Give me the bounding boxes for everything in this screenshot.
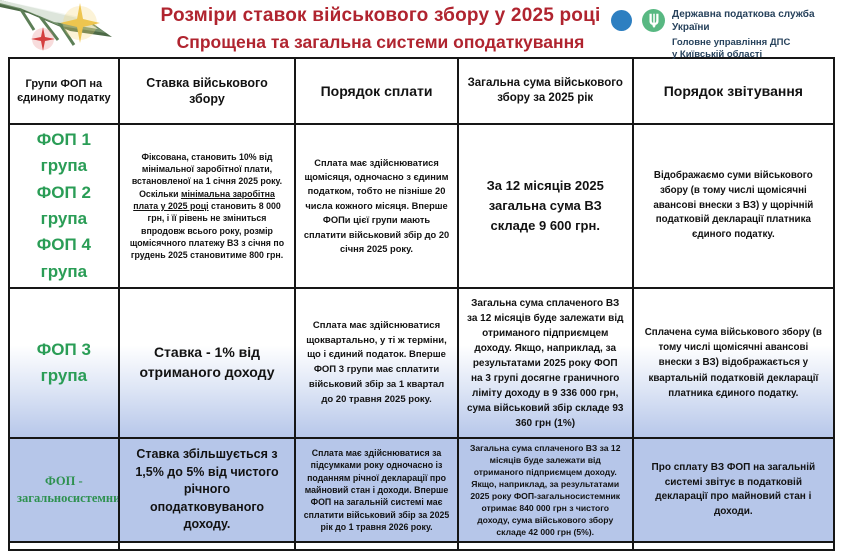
column-header-total: Загальна сума військового збору за 2025 … xyxy=(456,57,634,125)
reporting-cell: Про сплату ВЗ ФОП на загальній системі з… xyxy=(631,437,836,544)
total-cell: Загальна сума сплаченого ВЗ за 12 місяці… xyxy=(456,287,634,440)
org-unit-line1: Головне управління ДПС xyxy=(672,37,791,48)
christmas-branch-decoration xyxy=(0,0,112,51)
logo-blue-circle xyxy=(611,10,632,31)
tax-service-logo: Державна податкова служба України Головн… xyxy=(609,7,837,62)
logo-text: Державна податкова служба України Головн… xyxy=(672,7,837,62)
red-star-icon xyxy=(31,27,55,51)
tryzub-icon xyxy=(649,13,658,28)
column-header-rate: Ставка військового збору xyxy=(117,57,297,125)
table-header-row: Групи ФОП на єдиному податку Ставка війс… xyxy=(8,57,836,125)
group-label: ФОП 3 група xyxy=(36,339,91,386)
reporting-cell: Сплачена сума військового збору (в тому … xyxy=(631,287,836,440)
total-cell: Загальна сума сплаченого ВЗ за 12 місяці… xyxy=(456,437,634,544)
page-title-line2: Спрощена та загальна системи оподаткуван… xyxy=(176,32,585,52)
group-cell: ФОП - загальносистемник xyxy=(8,437,120,544)
rate-cell: Ставка - 1% від отриманого доходу xyxy=(117,287,297,440)
group-label: ФОП 1 група xyxy=(36,130,91,176)
payment-cell: Сплата має здійснюватися щоквартально, у… xyxy=(294,287,459,440)
reporting-cell: Відображаємо суми військового збору (в т… xyxy=(631,122,836,290)
table-row-fop-general-system: ФОП - загальносистемник Ставка збільшуєт… xyxy=(8,437,836,544)
logo-green-circle xyxy=(642,9,665,32)
table-bottom-strip xyxy=(8,541,836,551)
rate-cell: Ставка збільшується з 1,5% до 5% від чис… xyxy=(117,437,297,544)
page-header: Розміри ставок військового збору у 2025 … xyxy=(0,0,843,60)
org-name: Державна податкова служба України xyxy=(672,9,815,33)
gold-star-icon xyxy=(60,3,100,43)
logo-circles xyxy=(609,7,665,39)
military-tax-table: Групи ФОП на єдиному податку Ставка війс… xyxy=(8,57,836,551)
group-label: ФОП 4 група xyxy=(36,235,91,281)
page-title-line1: Розміри ставок військового збору у 2025 … xyxy=(160,5,601,26)
column-header-reporting: Порядок звітування xyxy=(631,57,836,125)
org-unit-line2: у Київській області xyxy=(672,49,763,61)
total-cell: За 12 місяців 2025 загальна сума ВЗ скла… xyxy=(456,122,634,290)
group-label: загальносистемник xyxy=(17,491,119,506)
min-wage-2025-link[interactable]: мінімальна заробітна плата у 2025 році xyxy=(133,188,275,211)
group-cell: ФОП 3 група xyxy=(8,287,120,440)
table-row-fop-groups-1-2-4: ФОП 1 група ФОП 2 група ФОП 4 група Фікс… xyxy=(8,122,836,290)
group-label: ФОП - xyxy=(45,473,83,488)
group-cell: ФОП 1 група ФОП 2 група ФОП 4 група xyxy=(8,122,120,290)
payment-cell: Сплата має здійснюватися за підсумками р… xyxy=(294,437,459,544)
column-header-payment: Порядок сплати xyxy=(294,57,459,125)
payment-cell: Сплата має здійснюватися щомісяця, одноч… xyxy=(294,122,459,290)
table-row-fop-group-3: ФОП 3 група Ставка - 1% від отриманого д… xyxy=(8,287,836,440)
page-title: Розміри ставок військового збору у 2025 … xyxy=(158,5,603,53)
rate-cell: Фіксована, становить 10% від мінімальної… xyxy=(117,122,297,290)
column-header-groups: Групи ФОП на єдиному податку xyxy=(8,57,120,125)
group-label: ФОП 2 група xyxy=(36,182,91,229)
